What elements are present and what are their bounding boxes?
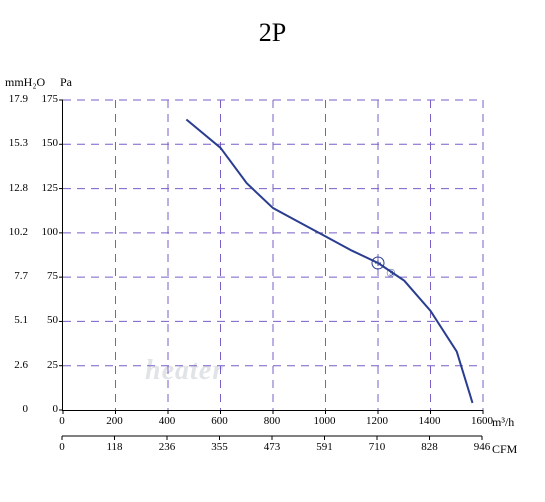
- y-tick-mmh2o: 2.6: [0, 359, 28, 371]
- y-tick-mmh2o: 17.9: [0, 93, 28, 105]
- y-tick-pa: 150: [30, 137, 58, 149]
- x-tick-m3h: 400: [159, 415, 176, 427]
- y-tick-pa: 75: [30, 270, 58, 282]
- x-tick-cfm: 236: [159, 441, 176, 453]
- x-tick-cfm: 473: [264, 441, 281, 453]
- y-tick-mmh2o: 15.3: [0, 137, 28, 149]
- y-axis-label-mmH2O: mmH₂O: [5, 75, 45, 90]
- svg-text:③: ③: [386, 268, 396, 280]
- x-tick-m3h: 200: [106, 415, 123, 427]
- y-tick-pa: 50: [30, 314, 58, 326]
- y-tick-pa: 25: [30, 359, 58, 371]
- x-tick-cfm: 355: [211, 441, 228, 453]
- x-tick-cfm: 946: [474, 441, 491, 453]
- x-tick-m3h: 0: [59, 415, 65, 427]
- y-tick-pa: 0: [30, 403, 58, 415]
- x-tick-cfm: 118: [106, 441, 122, 453]
- y-tick-mmh2o: 5.1: [0, 314, 28, 326]
- data-line: [186, 119, 472, 402]
- y-tick-mmh2o: 0: [0, 403, 28, 415]
- grid-lines: [63, 100, 483, 410]
- y-tick-mmh2o: 12.8: [0, 182, 28, 194]
- y-tick-pa: 175: [30, 93, 58, 105]
- chart-title: 2P: [259, 18, 286, 48]
- y-tick-pa: 125: [30, 182, 58, 194]
- x-tick-m3h: 1200: [366, 415, 388, 427]
- x-tick-m3h: 600: [211, 415, 228, 427]
- x-tick-m3h: 1000: [314, 415, 336, 427]
- y-tick-marks: [59, 100, 63, 410]
- x-tick-m3h: 1600: [471, 415, 493, 427]
- x-tick-cfm: 0: [59, 441, 65, 453]
- x-tick-m3h: 1400: [419, 415, 441, 427]
- chart-plot-area: ③: [62, 100, 483, 411]
- y-axis-label-Pa: Pa: [60, 75, 72, 90]
- x-tick-marks: [63, 410, 483, 414]
- x-tick-marks-secondary: [62, 436, 482, 440]
- x-tick-m3h: 800: [264, 415, 281, 427]
- x-tick-cfm: 591: [316, 441, 333, 453]
- y-tick-mmh2o: 7.7: [0, 270, 28, 282]
- data-marker: ③: [372, 257, 396, 280]
- chart-svg: ③: [63, 100, 483, 410]
- x-axis-label-CFM: CFM: [492, 442, 517, 457]
- x-tick-cfm: 828: [421, 441, 438, 453]
- x-tick-cfm: 710: [369, 441, 386, 453]
- x-axis-label-m3h: m³/h: [492, 415, 514, 430]
- y-tick-mmh2o: 10.2: [0, 226, 28, 238]
- y-tick-pa: 100: [30, 226, 58, 238]
